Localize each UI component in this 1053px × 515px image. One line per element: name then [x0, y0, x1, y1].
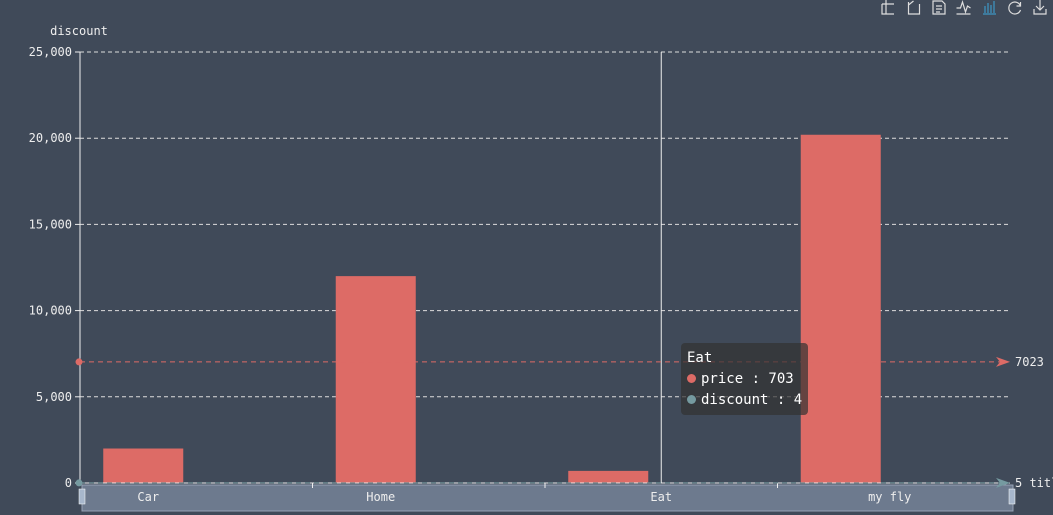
line-chart-icon-shape: [956, 0, 971, 15]
x-tick-label: Car: [137, 490, 159, 504]
x-tick-label: my fly: [868, 490, 911, 504]
line-chart-icon[interactable]: [956, 0, 971, 15]
bar-price-car[interactable]: [103, 448, 184, 483]
zoom-icon-shape: [881, 0, 894, 15]
bar-chart-icon[interactable]: [983, 1, 996, 15]
bar-chart-icon-shape: [983, 1, 996, 15]
save-image-icon-shape: [1033, 0, 1047, 15]
x-tick-label: Home: [366, 490, 395, 504]
y-axis-title: discount: [50, 24, 108, 38]
y-tick-label: 5,000: [36, 390, 72, 404]
tooltip: Eat price : 703 discount : 4: [681, 343, 809, 415]
x-tick-label: Eat: [650, 490, 672, 504]
bar-price-eat[interactable]: [568, 470, 649, 483]
tooltip-discount-dot: [687, 395, 696, 404]
markline-start-dot: [75, 358, 83, 366]
tooltip-discount-text: discount : 4: [701, 392, 803, 408]
datazoom-handle-left[interactable]: [78, 488, 86, 505]
y-tick-label: 15,000: [29, 217, 72, 231]
markline-arrow: [996, 356, 1010, 367]
y-tick-label: 25,000: [29, 45, 72, 59]
y-tick-label: 20,000: [29, 131, 72, 145]
bar-price-my-fly[interactable]: [800, 134, 881, 483]
markline-discount-arrow: [996, 477, 1010, 488]
tooltip-row-price: price : 703: [687, 369, 802, 390]
restore-icon[interactable]: [1008, 1, 1022, 15]
zoom-reset-icon-shape: [907, 0, 921, 15]
y-tick-label: 10,000: [29, 304, 72, 318]
zoom-reset-icon[interactable]: [907, 0, 921, 15]
data-view-icon[interactable]: [932, 0, 946, 15]
save-image-icon[interactable]: [1033, 0, 1047, 15]
zoom-icon[interactable]: [881, 0, 894, 15]
y-tick-label: 0: [65, 476, 72, 490]
restore-icon-shape: [1008, 1, 1022, 15]
data-view-icon-shape: [932, 0, 946, 15]
bar-price-home[interactable]: [335, 276, 416, 483]
tooltip-title: Eat: [687, 350, 713, 366]
tooltip-row-discount: discount : 4: [687, 390, 802, 411]
datazoom-handle-right[interactable]: [1008, 488, 1016, 505]
markline-label: 7023: [1015, 355, 1044, 369]
tooltip-price-dot: [687, 374, 696, 383]
markline-discount-label: 5 titl: [1015, 476, 1053, 490]
tooltip-price-text: price : 703: [701, 371, 794, 387]
markline-discount-start-dot: [75, 479, 83, 487]
